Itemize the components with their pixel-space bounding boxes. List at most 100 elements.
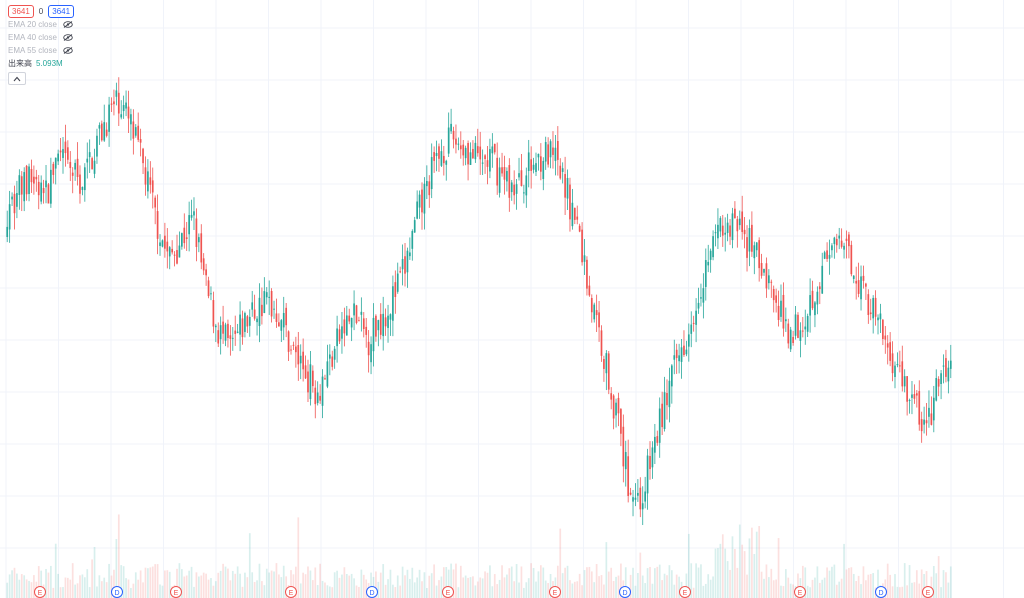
volume-bar [297, 517, 300, 598]
candle-body [600, 330, 603, 356]
volume-bar [489, 565, 491, 598]
volume-bar [661, 580, 663, 598]
candle-body [35, 176, 38, 180]
candle-body [309, 364, 312, 400]
volume-bar [418, 569, 421, 598]
price-right-box[interactable]: 3641 [48, 5, 75, 18]
volume-bar [445, 567, 448, 598]
volume-bar [282, 565, 285, 598]
candle-body [142, 148, 144, 164]
candle-body [50, 169, 52, 204]
candle-body [59, 150, 62, 153]
eye-icon[interactable] [63, 21, 73, 28]
dividend-marker[interactable]: D [366, 586, 378, 598]
candle-body [799, 330, 802, 341]
candle-body [195, 218, 198, 247]
volume-bar [387, 579, 389, 598]
volume-bar [394, 587, 397, 598]
volume-bar [181, 569, 183, 598]
candle-body [6, 226, 9, 237]
volume-bar [467, 577, 469, 598]
volume-bar [508, 568, 511, 598]
candle-body [930, 413, 933, 425]
candle-body [777, 305, 780, 321]
earnings-marker[interactable]: E [549, 586, 561, 598]
volume-bar [309, 570, 312, 598]
earnings-marker[interactable]: E [442, 586, 454, 598]
candle-body [906, 376, 908, 402]
candle-body [275, 313, 278, 322]
volume-bar [304, 574, 307, 598]
candle-body [809, 295, 811, 316]
candle-body [336, 328, 338, 347]
candle-body [935, 378, 938, 401]
candle-body [675, 349, 678, 359]
candle-body [879, 313, 882, 320]
earnings-marker[interactable]: E [170, 586, 182, 598]
candle-body [343, 319, 346, 334]
candle-body [149, 177, 152, 185]
price-left-box[interactable]: 3641 [8, 5, 34, 18]
candle-body [620, 409, 622, 434]
volume-bar [865, 580, 867, 598]
volume-bar [207, 579, 210, 598]
earnings-marker[interactable]: E [285, 586, 297, 598]
candle-body [644, 491, 647, 502]
volume-bar [561, 573, 564, 598]
candle-body [717, 224, 719, 239]
volume-bar [139, 570, 142, 598]
candle-body [30, 169, 33, 183]
volume-bar [620, 563, 622, 598]
volume-bar [624, 567, 627, 598]
candle-body [382, 313, 385, 337]
volume-bar [862, 566, 865, 598]
eye-icon[interactable] [63, 34, 73, 41]
candle-body [765, 263, 768, 289]
collapse-legend-button[interactable] [8, 72, 26, 85]
volume-bar [20, 574, 23, 598]
volume-bar [590, 571, 593, 598]
volume-bar [908, 565, 911, 598]
candle-body [821, 265, 824, 294]
earnings-marker[interactable]: E [922, 586, 934, 598]
candles [6, 77, 952, 526]
candle-body [838, 235, 841, 239]
candle-body [719, 218, 722, 232]
earnings-marker[interactable]: E [794, 586, 806, 598]
volume-bar [724, 548, 727, 598]
dividend-marker[interactable]: D [619, 586, 631, 598]
candle-body [775, 295, 777, 303]
candle-body [729, 225, 731, 237]
candle-body [122, 105, 125, 112]
earnings-marker[interactable]: E [34, 586, 46, 598]
candle-body [387, 315, 389, 328]
volume-bar [421, 581, 423, 598]
eye-icon[interactable] [63, 47, 73, 54]
volume-bar [942, 570, 945, 598]
volume-bar [105, 582, 108, 598]
volume-bar [195, 572, 198, 598]
indicator-ema20[interactable]: EMA 20 close [8, 18, 74, 31]
indicator-ema55[interactable]: EMA 55 close [8, 44, 74, 57]
volume-bar [59, 587, 62, 598]
volume-bar [668, 565, 671, 598]
volume-bar [547, 583, 549, 598]
candle-body [93, 160, 96, 174]
volume-bar [763, 578, 765, 598]
earnings-marker[interactable]: E [679, 586, 691, 598]
volume-bar [525, 582, 528, 598]
candle-body [91, 158, 93, 170]
volume-bar [452, 569, 455, 598]
candle-body [183, 227, 186, 244]
volume-bar [835, 584, 838, 598]
volume-bar [809, 587, 811, 598]
dividend-marker[interactable]: D [875, 586, 887, 598]
volume-bar [365, 579, 368, 598]
indicator-ema40[interactable]: EMA 40 close [8, 31, 74, 44]
candle-body [474, 142, 477, 160]
volume-bar [872, 573, 875, 598]
indicator-volume[interactable]: 出来高 5.093M [8, 57, 74, 70]
dividend-marker[interactable]: D [111, 586, 123, 598]
